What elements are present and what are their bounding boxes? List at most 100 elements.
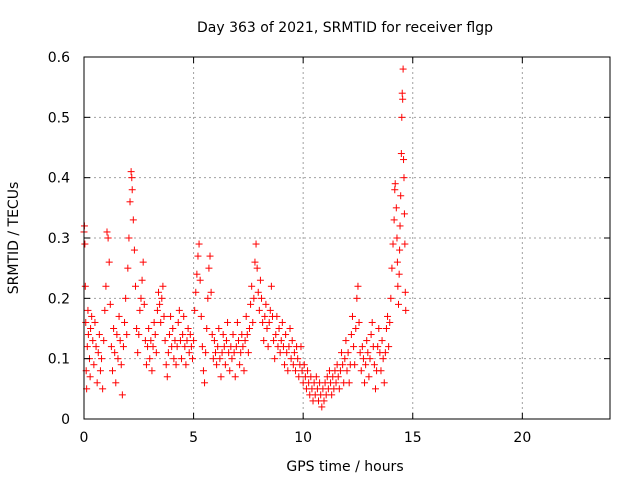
data-point <box>111 349 119 357</box>
data-point <box>256 276 264 284</box>
data-point <box>371 385 379 393</box>
data-point <box>236 361 244 369</box>
data-point <box>385 343 393 351</box>
data-point <box>215 325 223 332</box>
data-point <box>354 282 362 290</box>
data-point <box>206 252 214 260</box>
data-point <box>237 349 245 357</box>
data-point <box>250 294 258 302</box>
data-point <box>230 349 238 357</box>
data-point <box>108 367 116 375</box>
data-point <box>233 318 241 326</box>
data-point <box>83 343 91 351</box>
data-point <box>125 234 133 242</box>
data-point <box>355 318 363 326</box>
data-point <box>247 300 255 308</box>
data-point <box>335 385 343 393</box>
data-point <box>128 174 136 182</box>
data-point <box>289 361 297 369</box>
x-tick-label: 5 <box>189 430 198 446</box>
data-point <box>165 331 173 339</box>
data-point <box>244 349 252 357</box>
data-point <box>389 240 397 248</box>
data-point <box>366 355 374 363</box>
data-point <box>199 367 207 375</box>
data-point <box>150 318 158 326</box>
data-point <box>332 379 340 387</box>
data-point <box>294 355 302 363</box>
data-point <box>133 325 141 332</box>
data-point <box>384 312 392 320</box>
data-point <box>205 264 213 272</box>
data-point <box>368 318 376 326</box>
data-point <box>242 312 250 320</box>
data-point <box>400 156 408 164</box>
data-point <box>347 331 355 339</box>
data-point <box>183 337 191 345</box>
data-point <box>208 331 216 339</box>
data-point <box>350 343 358 351</box>
data-point <box>87 325 95 332</box>
data-point <box>394 282 402 290</box>
data-point <box>295 373 303 381</box>
data-point <box>402 306 410 314</box>
data-point <box>202 349 210 357</box>
data-point <box>203 325 211 332</box>
data-point <box>358 343 366 351</box>
data-point <box>276 349 284 357</box>
data-point <box>386 318 394 326</box>
data-point <box>375 325 383 332</box>
data-point <box>179 331 187 339</box>
x-tick-label: 10 <box>294 430 312 446</box>
y-tick-label: 0.2 <box>48 291 70 307</box>
data-point <box>172 361 180 369</box>
y-tick-label: 0.6 <box>48 50 70 66</box>
data-point <box>192 288 200 296</box>
data-point <box>92 343 100 351</box>
data-point <box>272 331 280 339</box>
data-point <box>239 343 247 351</box>
data-point <box>254 288 262 296</box>
data-point <box>180 312 188 320</box>
data-point <box>387 294 395 302</box>
data-point <box>353 294 361 302</box>
data-point <box>214 343 222 351</box>
data-point <box>351 361 359 369</box>
data-point <box>204 294 212 302</box>
data-point <box>95 331 103 339</box>
data-point <box>401 240 409 248</box>
data-point <box>342 337 350 345</box>
data-point <box>393 258 401 266</box>
data-point <box>121 318 129 326</box>
data-point <box>122 294 130 302</box>
data-point <box>96 367 104 375</box>
data-point <box>395 300 403 308</box>
data-point <box>382 325 390 332</box>
data-point <box>364 349 372 357</box>
data-point <box>222 337 230 345</box>
data-point <box>106 300 114 308</box>
data-point <box>135 331 143 339</box>
data-point <box>240 367 248 375</box>
data-point <box>118 391 126 399</box>
data-point <box>184 325 192 332</box>
data-point <box>352 325 360 332</box>
data-point <box>151 331 159 339</box>
data-point <box>363 337 371 345</box>
data-point <box>88 312 96 320</box>
data-point <box>388 264 396 272</box>
data-point <box>81 282 89 290</box>
data-point <box>137 294 145 302</box>
data-point <box>185 349 193 357</box>
data-point <box>288 337 296 345</box>
data-point <box>134 349 142 357</box>
y-tick-label: 0.4 <box>48 171 70 187</box>
data-point <box>201 379 209 387</box>
data-point <box>170 355 178 363</box>
data-point <box>318 403 326 411</box>
data-point <box>259 318 267 326</box>
data-point <box>356 349 364 357</box>
data-point <box>129 216 137 224</box>
data-point <box>379 355 387 363</box>
data-point <box>284 367 292 375</box>
